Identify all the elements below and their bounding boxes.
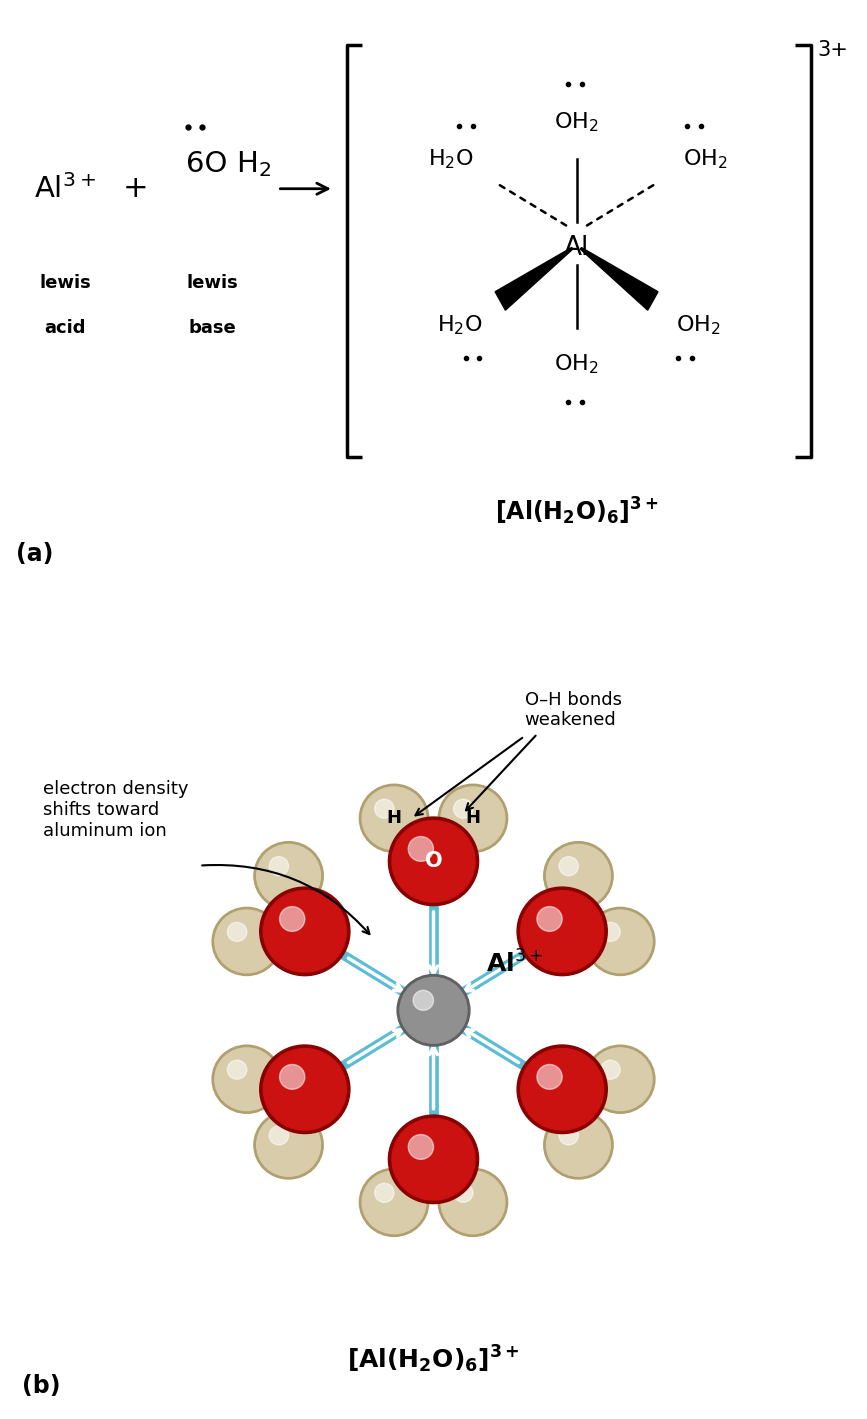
Circle shape bbox=[537, 1064, 562, 1090]
Circle shape bbox=[453, 1183, 473, 1202]
Circle shape bbox=[544, 1111, 613, 1179]
Text: H: H bbox=[466, 809, 480, 827]
Text: H: H bbox=[387, 809, 401, 827]
Circle shape bbox=[215, 910, 278, 973]
Text: $\mathbf{[Al(H_2O)_6]^{3+}}$: $\mathbf{[Al(H_2O)_6]^{3+}}$ bbox=[347, 1344, 520, 1375]
Text: $+$: $+$ bbox=[122, 175, 147, 203]
Circle shape bbox=[585, 907, 655, 975]
Circle shape bbox=[408, 837, 434, 861]
Circle shape bbox=[453, 799, 473, 819]
Circle shape bbox=[227, 922, 247, 941]
Circle shape bbox=[589, 1047, 652, 1111]
Text: H$_2$O: H$_2$O bbox=[428, 148, 473, 170]
Circle shape bbox=[439, 785, 508, 853]
Circle shape bbox=[388, 817, 479, 905]
Circle shape bbox=[227, 1060, 247, 1080]
Circle shape bbox=[260, 1044, 350, 1134]
Circle shape bbox=[362, 1171, 426, 1233]
Circle shape bbox=[521, 891, 603, 972]
Circle shape bbox=[388, 1115, 479, 1203]
Circle shape bbox=[441, 1171, 505, 1233]
Circle shape bbox=[212, 907, 282, 975]
Polygon shape bbox=[580, 247, 658, 311]
Text: O–H bonds
weakened: O–H bonds weakened bbox=[525, 691, 622, 729]
Circle shape bbox=[521, 1049, 603, 1130]
Text: Al$^{3+}$: Al$^{3+}$ bbox=[34, 173, 96, 204]
Circle shape bbox=[260, 887, 350, 976]
Circle shape bbox=[408, 1135, 434, 1159]
Circle shape bbox=[559, 1125, 578, 1145]
Text: OH$_2$: OH$_2$ bbox=[554, 353, 599, 376]
Circle shape bbox=[375, 799, 394, 819]
Circle shape bbox=[279, 1064, 305, 1090]
Circle shape bbox=[441, 788, 505, 850]
Text: OH$_2$: OH$_2$ bbox=[675, 314, 720, 336]
Text: $\mathbf{[Al(H_2O)_6]^{3+}}$: $\mathbf{[Al(H_2O)_6]^{3+}}$ bbox=[495, 495, 658, 528]
Circle shape bbox=[546, 1114, 610, 1176]
Circle shape bbox=[375, 1183, 394, 1202]
Polygon shape bbox=[495, 247, 573, 311]
Text: Al: Al bbox=[564, 236, 590, 261]
Circle shape bbox=[589, 910, 652, 973]
Circle shape bbox=[264, 891, 346, 972]
Text: O: O bbox=[425, 851, 442, 871]
Circle shape bbox=[559, 857, 578, 876]
Text: lewis: lewis bbox=[39, 274, 91, 292]
Text: OH$_2$: OH$_2$ bbox=[682, 148, 727, 170]
Text: electron density
shifts toward
aluminum ion: electron density shifts toward aluminum … bbox=[43, 780, 189, 840]
Circle shape bbox=[362, 788, 426, 850]
Circle shape bbox=[585, 1046, 655, 1114]
Circle shape bbox=[397, 975, 470, 1046]
Circle shape bbox=[601, 1060, 620, 1080]
Circle shape bbox=[254, 841, 323, 910]
Text: H$_2$O: H$_2$O bbox=[437, 314, 482, 336]
Circle shape bbox=[212, 1046, 282, 1114]
Circle shape bbox=[279, 907, 305, 931]
Text: OH$_2$: OH$_2$ bbox=[554, 111, 599, 133]
Circle shape bbox=[254, 1111, 323, 1179]
Circle shape bbox=[400, 978, 467, 1043]
Circle shape bbox=[392, 820, 475, 902]
Circle shape bbox=[413, 990, 434, 1010]
Circle shape bbox=[517, 1044, 607, 1134]
Text: acid: acid bbox=[44, 319, 86, 336]
Text: 6O: 6O bbox=[186, 150, 228, 177]
Circle shape bbox=[546, 844, 610, 907]
Circle shape bbox=[439, 1168, 508, 1236]
Circle shape bbox=[359, 785, 428, 853]
Text: lewis: lewis bbox=[186, 274, 238, 292]
Text: (a): (a) bbox=[16, 542, 53, 566]
Circle shape bbox=[215, 1047, 278, 1111]
Text: base: base bbox=[188, 319, 237, 336]
Text: H$_2$: H$_2$ bbox=[236, 149, 271, 179]
Text: Al$^{3+}$: Al$^{3+}$ bbox=[486, 949, 543, 978]
Circle shape bbox=[517, 887, 607, 976]
Circle shape bbox=[269, 857, 289, 876]
Circle shape bbox=[544, 841, 613, 910]
Circle shape bbox=[359, 1168, 428, 1236]
Circle shape bbox=[392, 1118, 475, 1200]
Circle shape bbox=[269, 1125, 289, 1145]
Text: (b): (b) bbox=[22, 1374, 60, 1398]
Circle shape bbox=[257, 844, 321, 907]
Circle shape bbox=[264, 1049, 346, 1130]
Circle shape bbox=[601, 922, 620, 941]
Circle shape bbox=[257, 1114, 321, 1176]
Circle shape bbox=[537, 907, 562, 931]
Text: 3+: 3+ bbox=[818, 40, 849, 60]
